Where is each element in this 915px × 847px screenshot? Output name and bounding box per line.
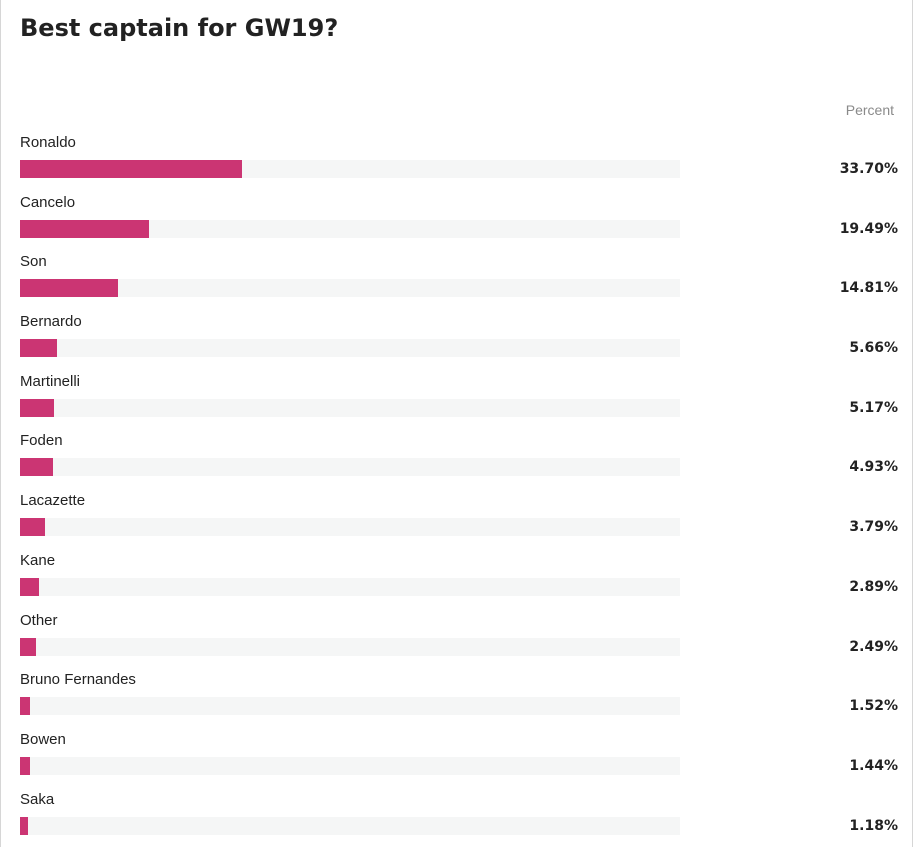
result-row: Ronaldo 33.70%	[20, 131, 898, 191]
chart-title: Best captain for GW19?	[20, 14, 339, 42]
result-row: Lacazette 3.79%	[20, 489, 898, 549]
bar	[20, 697, 31, 716]
bar-track	[20, 339, 680, 358]
bar-label: Saka	[20, 790, 55, 808]
result-row: Kane 2.89%	[20, 549, 898, 609]
bar-label: Ronaldo	[20, 134, 76, 151]
bar-label: Bowen	[20, 730, 66, 748]
bar-track	[20, 398, 680, 417]
bar-label: Lacazette	[20, 492, 86, 510]
result-row: Saka 1.18%	[20, 788, 898, 847]
bar	[20, 398, 55, 417]
bar-value-label: 19.49%	[839, 220, 898, 237]
bar-label: Kane	[20, 551, 56, 569]
bar	[20, 577, 40, 596]
bar	[20, 518, 45, 537]
result-row: Martinelli 5.17%	[20, 370, 898, 430]
bar-label: Foden	[20, 432, 63, 450]
result-row: Cancelo 19.49%	[20, 191, 898, 251]
bar-value-label: 1.52%	[849, 698, 898, 715]
bar	[20, 756, 30, 775]
bar-label: Bernardo	[20, 313, 82, 331]
result-row: Son 14.81%	[20, 250, 898, 310]
bar-label: Bruno Fernandes	[20, 671, 136, 689]
bar-value-label: 5.66%	[849, 340, 898, 357]
result-row: Bruno Fernandes 1.52%	[20, 668, 898, 728]
bar-label: Cancelo	[20, 193, 76, 211]
bar	[20, 816, 28, 835]
bar-track	[20, 577, 680, 596]
bar-track	[20, 518, 680, 537]
bar-value-label: 1.44%	[849, 757, 898, 774]
bar-value-label: 4.93%	[849, 459, 898, 476]
bar	[20, 219, 149, 238]
bar-value-label: 2.89%	[849, 578, 898, 595]
bar-track	[20, 816, 680, 835]
bar-track	[20, 756, 680, 775]
bar-value-label: 3.79%	[849, 519, 898, 536]
bar	[20, 160, 243, 178]
poll-results-list: Ronaldo 33.70% Cancelo 19.49% Son 14.81% Berna…	[20, 131, 898, 847]
bar-track	[20, 697, 680, 716]
bar-track	[20, 219, 680, 238]
bar-value-label: 2.49%	[849, 638, 898, 655]
result-row: Bowen 1.44%	[20, 728, 898, 788]
bar	[20, 637, 37, 656]
bar-track	[20, 637, 680, 656]
result-row: Other 2.49%	[20, 609, 898, 669]
result-row: Bernardo 5.66%	[20, 310, 898, 370]
bar-label: Other	[20, 611, 58, 629]
bar-value-label: 1.18%	[849, 817, 898, 834]
bar-track	[20, 160, 680, 178]
bar-track	[20, 458, 680, 477]
bar-value-label: 14.81%	[839, 280, 898, 297]
bar	[20, 339, 58, 358]
percent-column-header: Percent	[845, 102, 894, 118]
bar-label: Son	[20, 253, 47, 271]
bar-value-label: 5.17%	[849, 399, 898, 416]
bar-value-label: 33.70%	[839, 161, 898, 177]
result-row: Foden 4.93%	[20, 429, 898, 489]
bar	[20, 279, 118, 298]
bar-track	[20, 279, 680, 298]
bar	[20, 458, 53, 477]
bar-label: Martinelli	[20, 372, 81, 390]
